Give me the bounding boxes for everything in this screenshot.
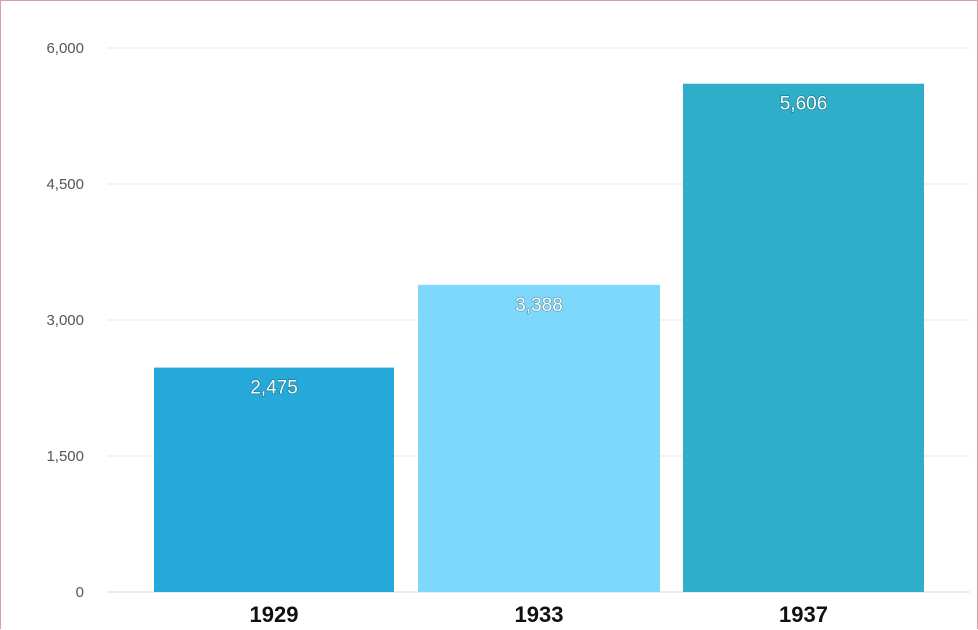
y-tick-label: 1,500: [46, 448, 84, 465]
x-tick-label: 1933: [515, 602, 564, 627]
data-label: 2,475: [250, 378, 298, 399]
y-tick-label: 6,000: [46, 40, 84, 57]
bar: [683, 83, 924, 593]
data-label: 3,388: [515, 295, 563, 316]
x-axis: 1929 1933 1937: [250, 602, 828, 627]
y-tick-label: 3,000: [46, 312, 84, 329]
y-axis: 0 1,500 3,000 4,500 6,000: [46, 40, 84, 601]
bars: 2,475 3,388 5,606: [154, 83, 924, 593]
bar: [154, 367, 394, 592]
data-label: 5,606: [780, 94, 828, 115]
y-tick-label: 4,500: [46, 176, 84, 193]
bar: [418, 284, 660, 592]
x-tick-label: 1937: [779, 602, 828, 627]
x-tick-label: 1929: [250, 602, 299, 627]
y-tick-label: 0: [76, 584, 84, 601]
